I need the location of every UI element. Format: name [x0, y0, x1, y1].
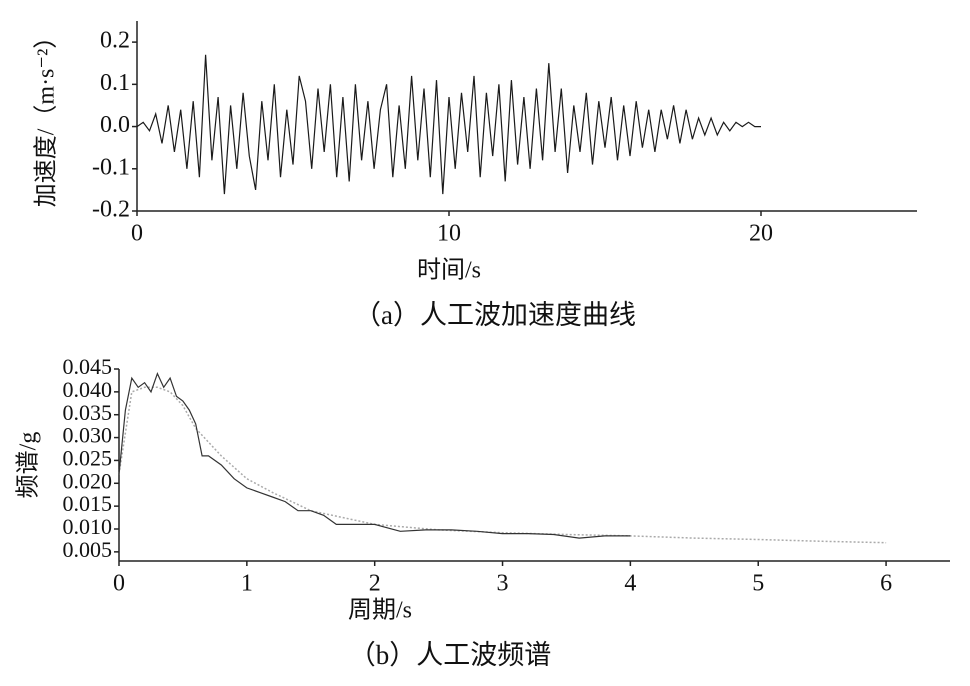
y-axis-label: 加速度/（m·s⁻²）: [33, 25, 60, 208]
y-tick-label: -0.2: [92, 197, 130, 223]
x-tick-label: 2: [369, 571, 381, 597]
y-tick-label: 0.020: [63, 468, 113, 493]
y-tick-label: 0.0: [100, 112, 130, 138]
x-axis-label: 时间/s: [417, 257, 481, 284]
y-tick-label: 0.040: [63, 377, 113, 402]
y-tick-label: 0.030: [63, 423, 113, 448]
y-tick-label: 0.2: [100, 28, 130, 54]
y-tick-label: 0.045: [63, 354, 113, 379]
x-tick-label: 1: [241, 571, 253, 597]
x-axis-label: 周期/s: [348, 598, 412, 624]
data-line: [136, 54, 761, 195]
y-tick-label: 0.035: [63, 400, 113, 425]
data-line: [118, 386, 887, 544]
y-tick-label: 0.010: [63, 514, 113, 539]
x-tick-label: 6: [880, 571, 892, 597]
x-tick-label: 0: [131, 221, 143, 247]
y-axis-label: 频谱/g: [15, 432, 42, 499]
x-tick-label: 5: [752, 571, 764, 597]
x-tick-label: 10: [437, 221, 461, 247]
x-tick-label: 20: [749, 221, 773, 247]
x-tick-label: 0: [113, 571, 125, 597]
y-tick-label: 0.1: [100, 70, 130, 96]
y-tick-label: 0.025: [63, 445, 113, 470]
y-tick-label: 0.015: [63, 491, 113, 516]
y-tick-label: 0.005: [63, 537, 113, 562]
x-tick-label: 4: [624, 571, 636, 597]
caption: （a）人工波加速度曲线: [354, 300, 636, 330]
data-line: [118, 371, 631, 539]
x-tick-label: 3: [497, 571, 509, 597]
caption: （b）人工波频谱: [349, 640, 552, 670]
y-tick-label: -0.1: [92, 154, 130, 180]
